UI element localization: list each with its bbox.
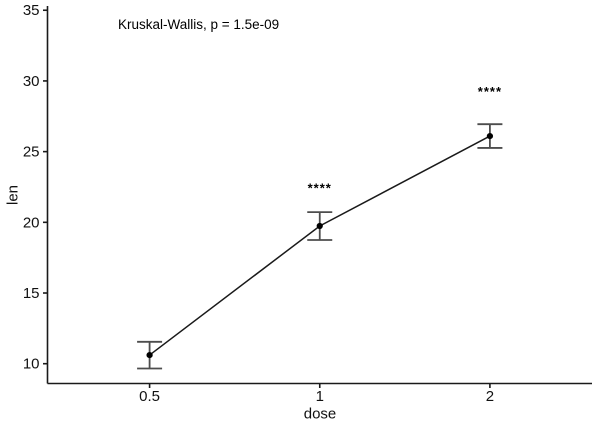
y-tick-label: 30 — [23, 73, 40, 90]
x-tick-label: 0.5 — [139, 388, 160, 405]
y-axis-title: len — [4, 184, 22, 206]
y-tick-label: 15 — [23, 285, 40, 302]
significance-stars: **** — [308, 180, 332, 195]
data-point — [146, 351, 153, 359]
kruskal-wallis-annotation: Kruskal-Wallis, p = 1.5e-09 — [118, 17, 280, 32]
y-tick-label: 20 — [23, 214, 40, 231]
x-tick-label: 1 — [316, 388, 324, 405]
y-tick-label: 10 — [23, 356, 40, 373]
data-point — [486, 132, 494, 140]
x-axis-title: dose — [303, 405, 337, 423]
x-tick-label: 2 — [486, 388, 494, 405]
y-tick-label: 35 — [23, 2, 40, 19]
series-line — [149, 135, 491, 356]
y-tick-label: 25 — [23, 144, 40, 161]
significance-stars: **** — [478, 84, 502, 99]
data-point — [316, 222, 323, 230]
